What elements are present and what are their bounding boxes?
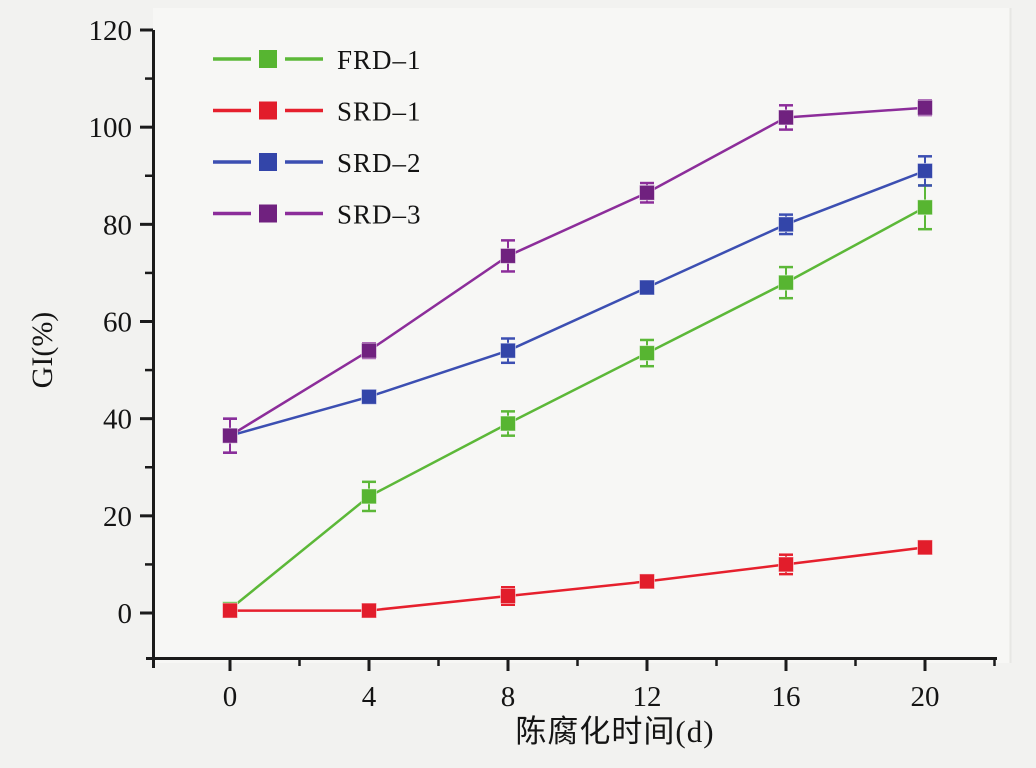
data-point-marker xyxy=(500,415,516,432)
x-tick-label: 8 xyxy=(501,681,516,713)
data-point-marker xyxy=(917,539,933,556)
data-point-marker xyxy=(639,184,655,201)
x-axis-title: 陈腐化时间(d) xyxy=(515,714,715,749)
data-point-marker xyxy=(361,342,377,359)
y-tick-label: 100 xyxy=(89,112,133,144)
y-tick-label: 60 xyxy=(103,307,132,339)
x-tick-label: 16 xyxy=(772,681,801,713)
legend-item-FRD–1: FRD–1 xyxy=(213,45,422,75)
legend-marker xyxy=(259,204,277,223)
data-point-marker xyxy=(361,602,377,619)
y-tick-label: 80 xyxy=(103,209,132,241)
y-axis-title: GI(%) xyxy=(26,311,59,389)
data-point-marker xyxy=(917,99,933,116)
data-point-marker xyxy=(361,388,377,405)
data-point-marker xyxy=(500,342,516,359)
series-line xyxy=(229,206,926,611)
series-line xyxy=(230,546,926,612)
series-SRD–1 xyxy=(222,539,933,619)
data-point-marker xyxy=(639,345,655,362)
y-tick-label: 120 xyxy=(89,15,133,47)
data-point-marker xyxy=(778,274,794,291)
y-tick-label: 0 xyxy=(118,598,133,630)
plot-area xyxy=(153,8,1011,663)
data-point-marker xyxy=(639,573,655,590)
data-point-marker xyxy=(500,247,516,264)
series-SRD–3 xyxy=(222,99,933,454)
x-tick-label: 20 xyxy=(911,681,940,713)
data-point-marker xyxy=(639,279,655,296)
data-point-marker xyxy=(222,602,238,619)
legend-marker xyxy=(259,153,277,171)
series-line xyxy=(229,169,926,437)
legend-item-SRD–3: SRD–3 xyxy=(213,200,422,230)
x-tick-label: 12 xyxy=(633,681,662,713)
y-tick-label: 40 xyxy=(103,404,132,436)
series-line xyxy=(229,106,926,437)
data-point-marker xyxy=(917,199,933,216)
data-point-marker xyxy=(361,488,377,505)
legend-marker xyxy=(259,50,277,68)
data-point-marker xyxy=(778,216,794,233)
data-point-marker xyxy=(222,427,238,444)
legend-label: FRD–1 xyxy=(337,45,422,75)
series-FRD–1 xyxy=(222,184,933,618)
x-tick-label: 0 xyxy=(223,681,238,713)
data-point-marker xyxy=(778,109,794,126)
data-point-marker xyxy=(917,162,933,179)
data-point-marker xyxy=(778,556,794,573)
legend-label: SRD–1 xyxy=(337,97,422,127)
legend-item-SRD–2: SRD–2 xyxy=(213,148,422,178)
y-tick-label: 20 xyxy=(103,501,132,533)
legend-label: SRD–2 xyxy=(337,148,422,178)
legend-label: SRD–3 xyxy=(337,200,422,230)
legend-item-SRD–1: SRD–1 xyxy=(213,97,422,127)
x-tick-label: 4 xyxy=(362,681,377,713)
legend-marker xyxy=(259,101,277,120)
chart-legend: FRD–1 SRD–1 SRD–2 SRD–3 xyxy=(213,45,422,230)
data-point-marker xyxy=(500,587,516,604)
